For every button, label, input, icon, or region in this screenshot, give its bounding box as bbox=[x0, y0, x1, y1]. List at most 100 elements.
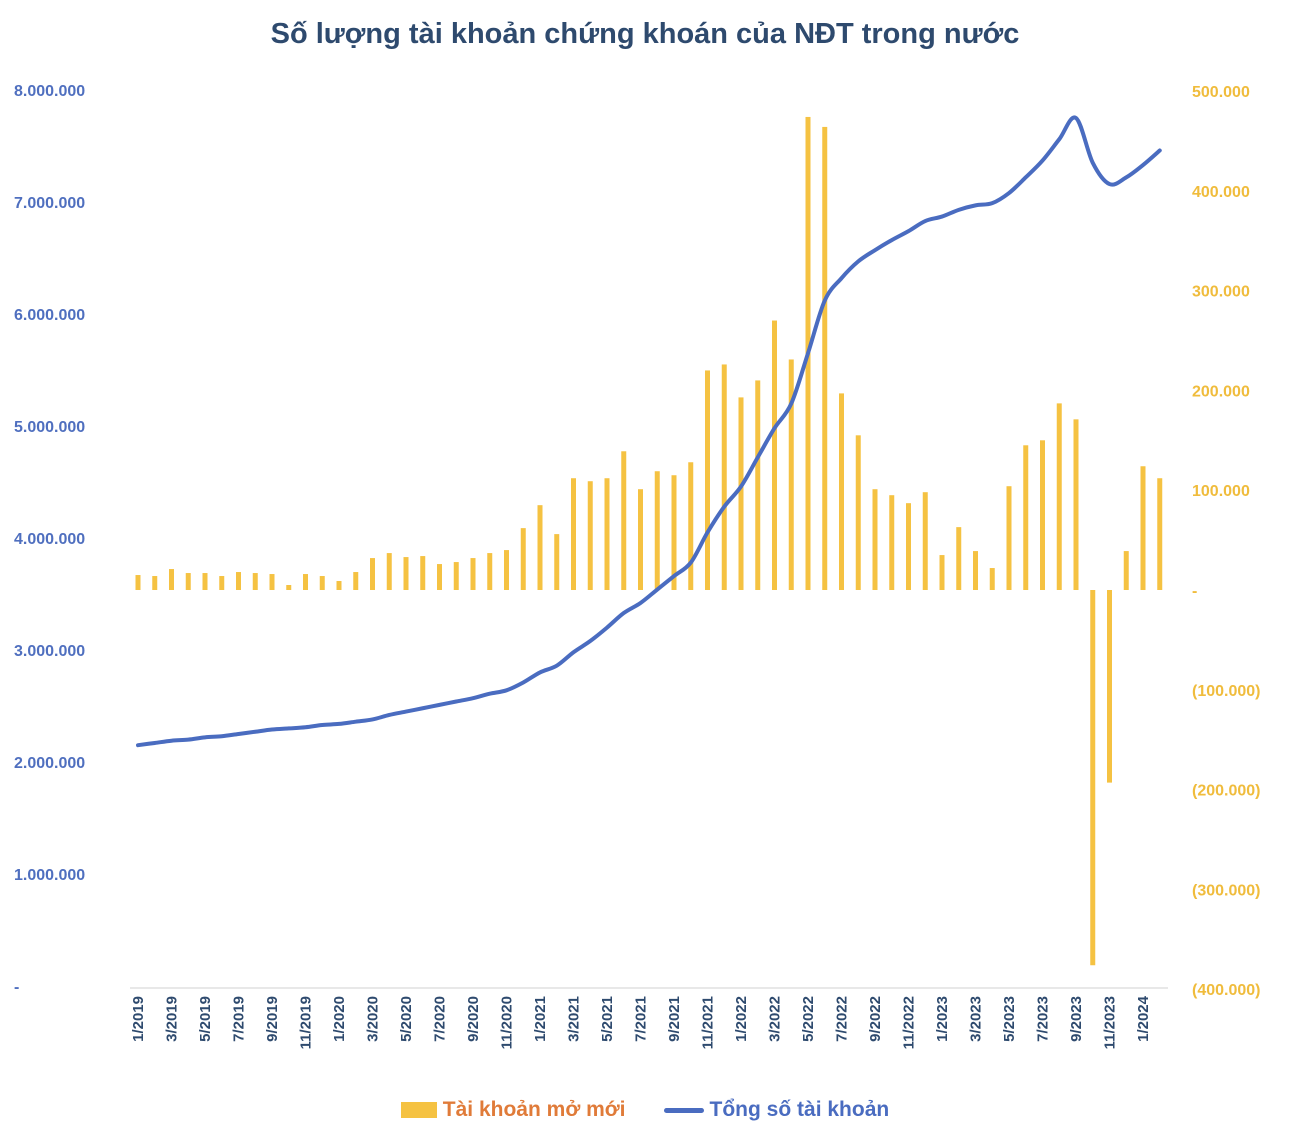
bar-new-accounts bbox=[571, 478, 576, 590]
legend: Tài khoản mở mới Tổng số tài khoản bbox=[0, 1098, 1290, 1122]
bar-new-accounts bbox=[336, 581, 342, 590]
bar-new-accounts bbox=[152, 576, 158, 590]
x-tick-label: 5/2019 bbox=[197, 996, 214, 1042]
x-tick-label: 11/2020 bbox=[499, 996, 516, 1049]
x-tick-label: 11/2021 bbox=[700, 996, 717, 1049]
bar-new-accounts bbox=[755, 380, 761, 590]
x-tick-label: 9/2022 bbox=[867, 996, 884, 1042]
x-tick-label: 11/2019 bbox=[298, 996, 315, 1049]
bar-new-accounts bbox=[1123, 551, 1129, 590]
bar-new-accounts bbox=[169, 569, 174, 590]
bar-new-accounts bbox=[303, 574, 308, 590]
bar-new-accounts bbox=[839, 393, 844, 590]
x-tick-label: 7/2023 bbox=[1035, 996, 1052, 1042]
bar-new-accounts bbox=[738, 397, 744, 590]
y-right-tick-label: (300.000) bbox=[1192, 882, 1261, 899]
bar-new-accounts bbox=[520, 528, 526, 590]
bar-new-accounts bbox=[236, 572, 241, 590]
x-tick-label: 7/2019 bbox=[231, 996, 248, 1042]
y-left-tick-label: 6.000.000 bbox=[14, 307, 85, 324]
legend-item-total-accounts[interactable]: Tổng số tài khoản bbox=[663, 1098, 890, 1122]
x-tick-label: 1/2023 bbox=[934, 996, 951, 1042]
y-right-tick-label: 500.000 bbox=[1192, 84, 1250, 101]
line-total-accounts bbox=[136, 115, 1162, 748]
bar-new-accounts bbox=[319, 576, 325, 590]
bar-new-accounts bbox=[185, 573, 191, 590]
bar-new-accounts bbox=[872, 489, 878, 590]
x-tick-label: 7/2022 bbox=[834, 996, 851, 1042]
y-right-tick-label: 200.000 bbox=[1192, 383, 1250, 400]
bar-new-accounts bbox=[688, 462, 694, 590]
x-tick-label: 5/2023 bbox=[1001, 996, 1018, 1042]
bar-new-accounts bbox=[772, 320, 777, 590]
bar-new-accounts bbox=[1073, 419, 1079, 590]
legend-label-total-accounts: Tổng số tài khoản bbox=[709, 1098, 890, 1121]
bar-new-accounts bbox=[420, 556, 426, 590]
bar-new-accounts bbox=[386, 553, 392, 590]
x-tick-label: 7/2020 bbox=[432, 996, 449, 1042]
bar-new-accounts bbox=[604, 478, 610, 590]
legend-swatch-line bbox=[663, 1107, 704, 1113]
y-left-tick-label: 1.000.000 bbox=[14, 867, 85, 884]
bar-new-accounts bbox=[353, 572, 359, 590]
x-tick-label: 1/2019 bbox=[130, 996, 147, 1042]
bar-new-accounts bbox=[906, 503, 911, 590]
bar-new-accounts bbox=[1023, 445, 1029, 590]
bar-new-accounts bbox=[370, 558, 375, 590]
bar-new-accounts bbox=[504, 550, 509, 590]
y-right-tick-label: 400.000 bbox=[1192, 184, 1250, 201]
bar-new-accounts bbox=[956, 527, 962, 590]
x-tick-label: 9/2019 bbox=[264, 996, 281, 1042]
bar-new-accounts bbox=[202, 573, 208, 590]
y-right-tick-label: (200.000) bbox=[1192, 783, 1261, 800]
bar-new-accounts bbox=[437, 564, 442, 590]
bar-new-accounts bbox=[252, 573, 258, 590]
y-left-tick-label: 3.000.000 bbox=[14, 643, 85, 660]
x-tick-label: 5/2022 bbox=[800, 996, 817, 1042]
y-left-tick-label: 4.000.000 bbox=[14, 531, 85, 548]
x-tick-label: 1/2022 bbox=[733, 996, 750, 1042]
bar-new-accounts bbox=[889, 495, 895, 590]
y-left-tick-label: 7.000.000 bbox=[14, 195, 85, 212]
bar-new-accounts bbox=[654, 471, 660, 590]
x-tick-label: 3/2022 bbox=[767, 996, 784, 1042]
bar-new-accounts bbox=[403, 557, 409, 590]
bar-new-accounts bbox=[1006, 486, 1012, 590]
bar-new-accounts bbox=[1040, 440, 1045, 590]
bar-new-accounts bbox=[989, 568, 995, 590]
y-left-tick-label: - bbox=[14, 979, 19, 996]
bar-new-accounts bbox=[1140, 466, 1146, 590]
x-tick-label: 11/2022 bbox=[901, 996, 918, 1049]
bar-new-accounts bbox=[135, 575, 141, 590]
bar-new-accounts bbox=[470, 558, 476, 590]
x-tick-label: 1/2024 bbox=[1135, 995, 1152, 1042]
bar-new-accounts bbox=[1107, 590, 1112, 783]
bar-new-accounts bbox=[487, 553, 493, 590]
bar-new-accounts bbox=[1157, 478, 1163, 590]
x-tick-label: 3/2020 bbox=[365, 996, 382, 1042]
x-tick-label: 9/2021 bbox=[666, 996, 683, 1042]
x-tick-label: 3/2023 bbox=[968, 996, 985, 1042]
x-tick-label: 5/2021 bbox=[599, 996, 616, 1042]
y-left-tick-label: 5.000.000 bbox=[14, 419, 85, 436]
legend-item-new-accounts[interactable]: Tài khoản mở mới bbox=[400, 1098, 626, 1122]
bar-new-accounts bbox=[855, 435, 861, 590]
x-tick-label: 5/2020 bbox=[398, 996, 415, 1042]
legend-swatch-bar bbox=[400, 1102, 437, 1118]
bar-new-accounts bbox=[671, 475, 677, 590]
x-tick-label: 3/2021 bbox=[566, 996, 583, 1042]
bar-new-accounts bbox=[1056, 403, 1062, 590]
x-tick-label: 7/2021 bbox=[633, 996, 650, 1042]
bar-new-accounts bbox=[286, 585, 292, 590]
y-left-tick-label: 8.000.000 bbox=[14, 83, 85, 100]
bar-new-accounts bbox=[922, 492, 928, 590]
x-tick-label: 9/2020 bbox=[465, 996, 482, 1042]
y-right-tick-label: - bbox=[1192, 583, 1197, 600]
y-left-tick-label: 2.000.000 bbox=[14, 755, 85, 772]
bar-new-accounts bbox=[939, 555, 945, 590]
y-right-tick-label: (100.000) bbox=[1192, 683, 1261, 700]
bar-new-accounts bbox=[1090, 590, 1096, 966]
bar-new-accounts bbox=[638, 489, 643, 590]
bar-new-accounts bbox=[822, 126, 828, 590]
